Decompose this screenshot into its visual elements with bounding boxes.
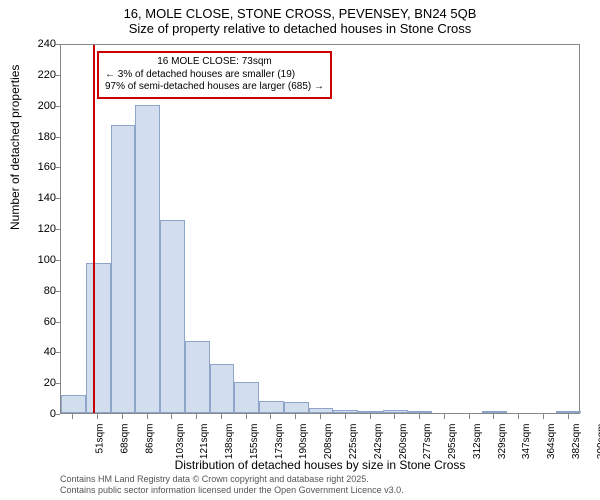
footer-line2: Contains public sector information licen… xyxy=(60,485,404,496)
property-marker-line xyxy=(93,45,95,413)
annotation-line2: ← 3% of detached houses are smaller (19) xyxy=(105,69,324,82)
histogram-bar xyxy=(482,411,507,413)
xtick-label: 364sqm xyxy=(546,424,557,460)
xtick-mark xyxy=(444,414,445,419)
xtick-mark xyxy=(469,414,470,419)
xtick-mark xyxy=(147,414,148,419)
histogram-bar xyxy=(234,382,259,413)
ytick-label: 100 xyxy=(38,254,56,266)
histogram-bar xyxy=(408,411,433,413)
xtick-mark xyxy=(394,414,395,419)
xtick-label: 86sqm xyxy=(144,424,155,454)
chart-title-line1: 16, MOLE CLOSE, STONE CROSS, PEVENSEY, B… xyxy=(0,0,600,21)
xtick-label: 103sqm xyxy=(175,424,186,460)
xtick-mark xyxy=(295,414,296,419)
histogram-bar xyxy=(210,364,235,413)
chart-title-line2: Size of property relative to detached ho… xyxy=(0,21,600,40)
histogram-bar xyxy=(556,411,581,413)
histogram-bar xyxy=(185,341,210,413)
xtick-label: 382sqm xyxy=(571,424,582,460)
xtick-label: 277sqm xyxy=(422,424,433,460)
xtick-label: 190sqm xyxy=(299,424,310,460)
xtick-label: 260sqm xyxy=(398,424,409,460)
xtick-label: 68sqm xyxy=(120,424,131,454)
xtick-label: 225sqm xyxy=(348,424,359,460)
xtick-label: 51sqm xyxy=(95,424,106,454)
xtick-label: 121sqm xyxy=(200,424,211,460)
chart-plot-area: 16 MOLE CLOSE: 73sqm ← 3% of detached ho… xyxy=(60,44,580,414)
ytick-label: 120 xyxy=(38,223,56,235)
xtick-mark xyxy=(493,414,494,419)
xtick-mark xyxy=(171,414,172,419)
ytick-label: 220 xyxy=(38,69,56,81)
y-axis-label: Number of detached properties xyxy=(8,65,22,230)
annotation-box: 16 MOLE CLOSE: 73sqm ← 3% of detached ho… xyxy=(97,51,332,99)
xtick-label: 329sqm xyxy=(497,424,508,460)
footer-attribution: Contains HM Land Registry data © Crown c… xyxy=(60,474,404,496)
xtick-mark xyxy=(246,414,247,419)
ytick-label: 180 xyxy=(38,131,56,143)
xtick-mark xyxy=(320,414,321,419)
xtick-label: 295sqm xyxy=(447,424,458,460)
xtick-label: 173sqm xyxy=(274,424,285,460)
histogram-bar xyxy=(86,263,111,413)
xtick-mark xyxy=(568,414,569,419)
ytick-label: 240 xyxy=(38,38,56,50)
histogram-bar xyxy=(259,401,284,413)
ytick-label: 160 xyxy=(38,161,56,173)
xtick-mark xyxy=(72,414,73,419)
xtick-label: 399sqm xyxy=(596,424,600,460)
x-axis-label: Distribution of detached houses by size … xyxy=(60,458,580,472)
xtick-label: 208sqm xyxy=(323,424,334,460)
histogram-bar xyxy=(160,220,185,413)
xtick-mark xyxy=(419,414,420,419)
xtick-label: 155sqm xyxy=(249,424,260,460)
histogram-bar xyxy=(284,402,309,413)
xtick-mark xyxy=(345,414,346,419)
annotation-line3: 97% of semi-detached houses are larger (… xyxy=(105,81,324,94)
xtick-mark xyxy=(122,414,123,419)
xtick-mark xyxy=(518,414,519,419)
xtick-label: 138sqm xyxy=(224,424,235,460)
histogram-bar xyxy=(358,411,383,413)
xtick-label: 312sqm xyxy=(472,424,483,460)
xtick-mark xyxy=(370,414,371,419)
histogram-bar xyxy=(135,105,160,413)
xtick-mark xyxy=(270,414,271,419)
ytick-label: 200 xyxy=(38,100,56,112)
histogram-bar xyxy=(61,395,86,414)
histogram-bar xyxy=(111,125,136,413)
annotation-line1: 16 MOLE CLOSE: 73sqm xyxy=(105,56,324,69)
xtick-mark xyxy=(196,414,197,419)
ytick-mark xyxy=(55,414,60,415)
xtick-mark xyxy=(97,414,98,419)
xtick-label: 347sqm xyxy=(521,424,532,460)
footer-line1: Contains HM Land Registry data © Crown c… xyxy=(60,474,404,485)
xtick-mark xyxy=(543,414,544,419)
histogram-bar xyxy=(309,408,334,413)
histogram-bar xyxy=(333,410,358,413)
ytick-label: 140 xyxy=(38,192,56,204)
histogram-bar xyxy=(383,410,408,413)
xtick-mark xyxy=(221,414,222,419)
xtick-label: 242sqm xyxy=(373,424,384,460)
